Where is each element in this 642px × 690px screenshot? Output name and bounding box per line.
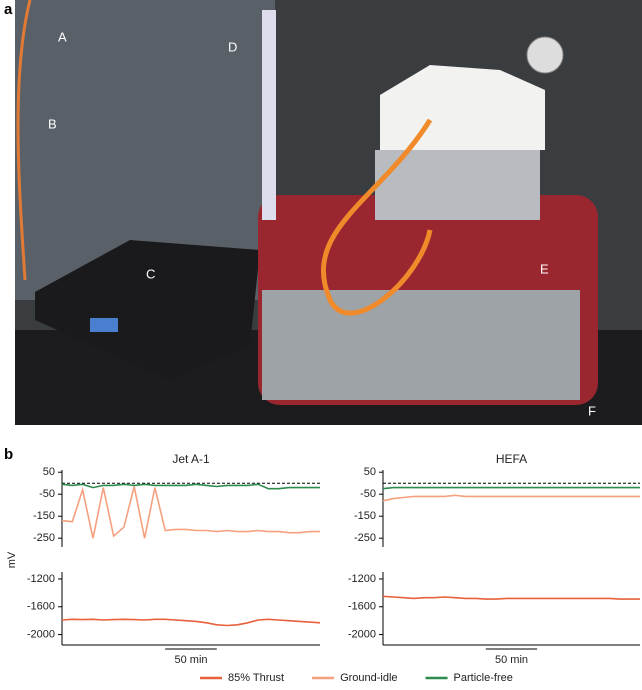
y-axis-label: mV (6, 551, 18, 568)
chart-title: HEFA (496, 452, 527, 466)
chamber (375, 150, 540, 220)
series-line (61, 483, 320, 490)
y-tick-label: -1200 (27, 573, 55, 585)
y-tick-label: -250 (33, 532, 55, 544)
series-line (61, 618, 321, 627)
callout: C (146, 266, 155, 281)
callout: F (588, 403, 596, 418)
callout: E (540, 261, 549, 276)
y-tick-label: -50 (39, 488, 55, 500)
series-line (61, 486, 320, 539)
legend-label: 85% Thrust (228, 672, 284, 684)
box-c (35, 240, 260, 380)
y-tick-label: -1600 (348, 601, 376, 613)
flowmeter (262, 10, 276, 220)
y-tick-label: -150 (33, 510, 55, 522)
y-tick-label: -2000 (348, 628, 376, 640)
y-tick-label: 50 (364, 466, 376, 478)
callout: A (58, 29, 67, 44)
chart-title: Jet A-1 (172, 452, 210, 466)
y-tick-label: -250 (354, 532, 376, 544)
series-line (382, 486, 640, 490)
series-line (382, 595, 640, 600)
series-line (382, 494, 640, 502)
y-tick-label: -150 (354, 510, 376, 522)
cable (16, 0, 32, 281)
y-tick-label: -1600 (27, 601, 55, 613)
panel-label: b (4, 446, 13, 463)
front-panel (262, 290, 580, 400)
tube (321, 118, 433, 316)
legend-label: Particle-free (454, 672, 513, 684)
x-axis-label: 50 min (174, 654, 207, 666)
callout: B (48, 116, 57, 131)
photo: a A B C D E F (4, 0, 642, 425)
legend-label: Ground-idle (340, 672, 397, 684)
y-tick-label: 50 (43, 466, 55, 478)
y-tick-label: -50 (360, 488, 376, 500)
display (90, 318, 118, 332)
y-tick-label: -1200 (348, 573, 376, 585)
y-tick-label: -2000 (27, 628, 55, 640)
panel-label: a (4, 1, 13, 18)
gauge (526, 36, 564, 74)
x-axis-label: 50 min (495, 654, 528, 666)
callout: D (228, 39, 237, 54)
